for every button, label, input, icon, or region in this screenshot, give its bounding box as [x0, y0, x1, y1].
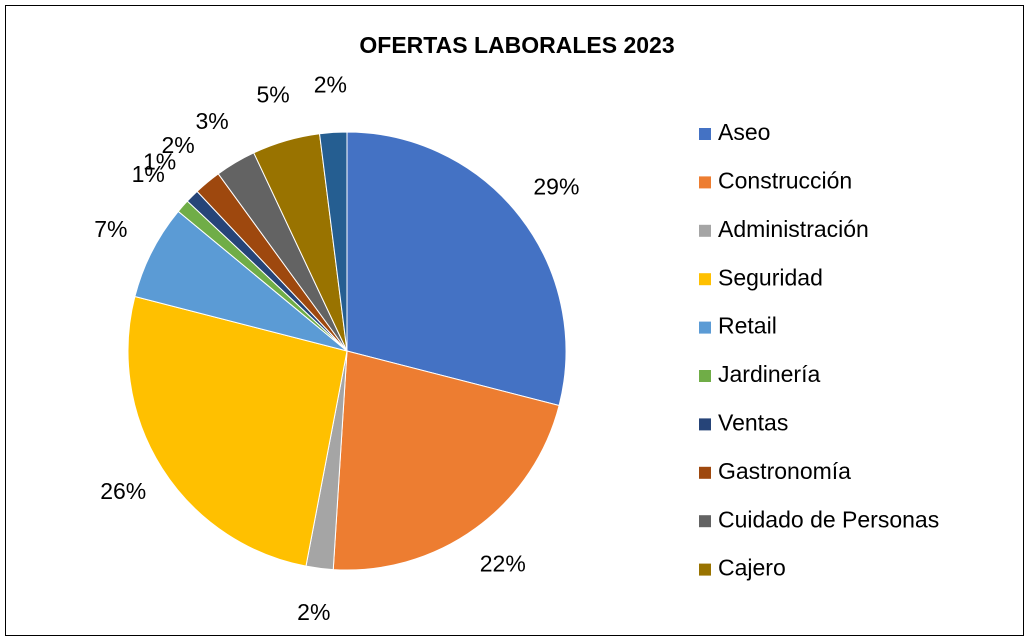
legend-marker	[699, 321, 711, 334]
legend-label: Aseo	[718, 119, 770, 145]
legend-label: Administración	[718, 216, 869, 242]
data-label: 2%	[314, 72, 347, 98]
legend-label: Seguridad	[718, 264, 823, 290]
legend-label: Cuidado de Personas	[718, 506, 939, 532]
legend-label: Construcción	[718, 167, 852, 193]
data-label: 1%	[143, 149, 176, 175]
legend-marker	[699, 370, 711, 382]
chart-title: OFERTAS LABORALES 2023	[359, 32, 674, 58]
pie-slice	[332, 350, 560, 571]
data-label: 22%	[480, 550, 526, 576]
legend-marker	[699, 466, 711, 479]
data-label: 5%	[256, 82, 289, 108]
data-label: 7%	[94, 216, 127, 242]
data-label: 26%	[100, 478, 146, 504]
data-label: 3%	[195, 108, 228, 134]
legend-marker	[699, 273, 711, 286]
data-label: 1%	[132, 161, 165, 187]
data-label: 2%	[161, 132, 194, 158]
legend-label: Gastronomía	[718, 458, 851, 484]
legend-marker	[699, 224, 711, 237]
pie-slice	[346, 131, 567, 407]
legend-label: Jardinería	[718, 361, 820, 387]
legend-label: Retail	[718, 313, 777, 339]
legend-label: Ventas	[718, 409, 788, 435]
legend-label: Cajero	[718, 555, 786, 581]
legend-marker	[699, 128, 711, 140]
legend-marker	[699, 176, 711, 189]
legend-marker	[699, 563, 711, 576]
pie-slice	[127, 295, 348, 567]
data-label: 29%	[533, 174, 579, 200]
data-label: 2%	[297, 599, 330, 625]
legend-marker	[699, 515, 711, 528]
pie-slice	[318, 131, 348, 352]
legend-marker	[699, 418, 711, 431]
